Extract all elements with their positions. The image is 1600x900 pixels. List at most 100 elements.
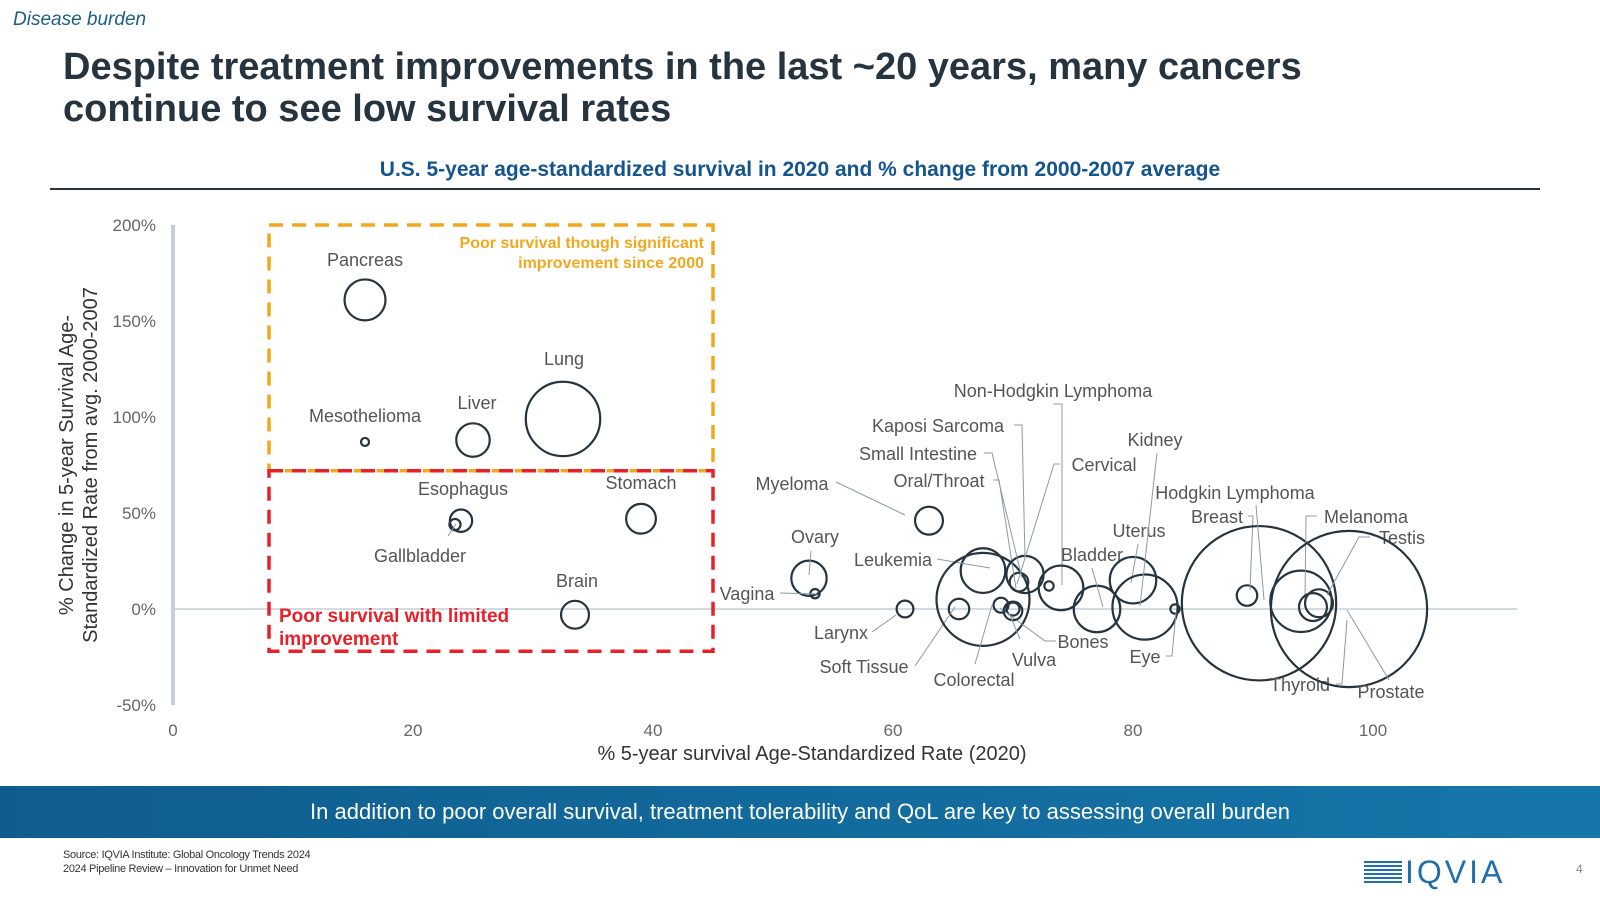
bubble-hodgkin-lymphoma bbox=[1180, 524, 1338, 682]
point-label-larynx: Larynx bbox=[814, 623, 868, 643]
region-label-upper-line-2: improvement since 2000 bbox=[518, 255, 704, 272]
page-title: Despite treatment improvements in the la… bbox=[63, 46, 1302, 130]
point-label-bladder: Bladder bbox=[1061, 545, 1123, 565]
bubble-cervical bbox=[1037, 564, 1085, 612]
leader-line-colorectal bbox=[974, 604, 993, 665]
y-tick-label: 150% bbox=[113, 312, 156, 331]
y-tick-label: 0% bbox=[131, 600, 156, 619]
leader-line-eye bbox=[1166, 611, 1177, 657]
bubble-chart: 200% 150% 100% 50% 0% -50% 0 20 40 60 80 100 % 5-yea… bbox=[56, 216, 1517, 765]
bubble-thyroid bbox=[1297, 592, 1329, 623]
bubble-leukemia bbox=[959, 547, 1007, 595]
point-label-small-intestine: Small Intestine bbox=[859, 444, 977, 464]
y-axis-title-line-2: Standardized Rate from avg. 2000-2007 bbox=[80, 287, 102, 643]
point-label-breast: Breast bbox=[1191, 507, 1243, 527]
point-label-ovary: Ovary bbox=[791, 527, 839, 547]
region-label-upper-line-1: Poor survival though significant bbox=[460, 235, 705, 252]
x-axis-title: % 5-year survival Age-Standardized Rate … bbox=[597, 743, 1026, 765]
y-tick-label: -50% bbox=[116, 696, 156, 715]
leader-line-prostate bbox=[1346, 609, 1390, 681]
leader-line-kidney bbox=[1139, 452, 1158, 607]
leader-line-vagina bbox=[779, 592, 818, 595]
leader-line-vulva bbox=[1008, 612, 1021, 640]
point-label-non-hodgkin-lymphoma: Non-Hodgkin Lymphoma bbox=[954, 381, 1153, 401]
bubble-larynx bbox=[895, 599, 915, 619]
x-tick-label: 100 bbox=[1359, 721, 1387, 740]
point-label-testis: Testis bbox=[1379, 528, 1425, 548]
leader-line-melanoma bbox=[1304, 515, 1317, 601]
x-tick-label: 80 bbox=[1124, 721, 1143, 740]
point-label-soft-tissue: Soft Tissue bbox=[819, 657, 908, 677]
leader-line-bladder bbox=[1091, 567, 1104, 608]
bubble-colorectal bbox=[935, 551, 1031, 648]
leader-line-soft-tissue bbox=[914, 606, 956, 667]
title-divider bbox=[50, 188, 1540, 190]
page-number: 4 bbox=[1576, 862, 1583, 876]
point-label-stomach: Stomach bbox=[605, 473, 676, 493]
point-label-myeloma: Myeloma bbox=[755, 474, 829, 494]
point-label-melanoma: Melanoma bbox=[1324, 507, 1409, 527]
bubble-bones bbox=[992, 596, 1010, 614]
y-tick-label: 100% bbox=[113, 408, 156, 427]
leader-line-non-hodgkin-lymphoma bbox=[1053, 403, 1063, 585]
point-label-pancreas: Pancreas bbox=[327, 250, 403, 270]
banner-text: In addition to poor overall survival, tr… bbox=[310, 799, 1290, 824]
point-label-bones: Bones bbox=[1057, 632, 1108, 652]
x-tick-label: 20 bbox=[404, 721, 423, 740]
y-tick-label: 200% bbox=[113, 216, 156, 235]
leader-line-ovary bbox=[808, 550, 812, 576]
leader-line-cervical bbox=[1016, 463, 1060, 585]
bubble-soft-tissue bbox=[947, 597, 971, 621]
bubble-prostate bbox=[1269, 529, 1429, 689]
point-label-prostate: Prostate bbox=[1357, 682, 1424, 702]
leader-line-testis bbox=[1326, 536, 1370, 596]
y-tick-label: 50% bbox=[122, 504, 156, 523]
chart-subtitle: U.S. 5-year age-standardized survival in… bbox=[379, 158, 1221, 181]
leader-line-kaposi-sarcoma bbox=[1014, 424, 1026, 559]
point-label-vagina: Vagina bbox=[720, 584, 776, 604]
bubble-breast bbox=[1235, 584, 1259, 607]
bubble-brain bbox=[559, 599, 591, 630]
logo-text: IQVIA bbox=[1405, 854, 1506, 890]
point-label-lung: Lung bbox=[544, 349, 584, 369]
point-label-uterus: Uterus bbox=[1112, 521, 1165, 541]
leader-line-hodgkin-lymphoma bbox=[1255, 504, 1265, 601]
bubble-myeloma bbox=[913, 505, 945, 536]
x-tick-label: 0 bbox=[168, 721, 177, 740]
leader-line-thyroid bbox=[1336, 619, 1348, 685]
point-label-cervical: Cervical bbox=[1071, 455, 1136, 475]
leader-line-breast bbox=[1248, 515, 1254, 591]
x-tick-label: 60 bbox=[884, 721, 903, 740]
point-label-kaposi-sarcoma: Kaposi Sarcoma bbox=[872, 416, 1005, 436]
x-tick-label: 40 bbox=[644, 721, 663, 740]
region-box-2 bbox=[267, 469, 715, 653]
bubble-gallbladder bbox=[448, 517, 462, 532]
point-label-gallbladder: Gallbladder bbox=[374, 546, 466, 566]
bubble-non-hodgkin-lymphoma bbox=[1043, 580, 1055, 592]
leader-line-larynx bbox=[871, 614, 897, 633]
source-note: Source: IQVIA Institute: Global Oncology… bbox=[63, 848, 311, 876]
logo-lines-icon bbox=[1364, 861, 1402, 883]
point-label-liver: Liver bbox=[457, 393, 496, 413]
point-label-vulva: Vulva bbox=[1012, 650, 1057, 670]
bubble-kidney bbox=[1111, 573, 1179, 641]
bubble-uterus bbox=[1108, 555, 1158, 605]
takeaway-banner: In addition to poor overall survival, tr… bbox=[0, 786, 1600, 838]
bubble-testis bbox=[1303, 588, 1335, 619]
source-line-1: Source: IQVIA Institute: Global Oncology… bbox=[63, 849, 311, 861]
source-line-2: 2024 Pipeline Review – Innovation for Un… bbox=[63, 863, 299, 875]
leader-line-small-intestine bbox=[984, 452, 1023, 579]
region-label-lower-line-2: improvement bbox=[279, 629, 399, 650]
leader-line-oral-throat bbox=[993, 479, 1017, 589]
section-label: Disease burden bbox=[13, 9, 147, 30]
bubble-eye bbox=[1169, 603, 1181, 615]
iqvia-logo: IQVIA bbox=[1364, 856, 1505, 888]
point-label-mesothelioma: Mesothelioma bbox=[309, 406, 422, 426]
bubble-vulva bbox=[1002, 600, 1024, 622]
point-label-oral-throat: Oral/Throat bbox=[893, 471, 984, 491]
bubble-liver bbox=[455, 422, 491, 458]
point-label-kidney: Kidney bbox=[1127, 430, 1182, 450]
bubble-ovary bbox=[790, 559, 828, 598]
leader-line-leukemia bbox=[936, 558, 991, 569]
point-label-leukemia: Leukemia bbox=[854, 550, 933, 570]
